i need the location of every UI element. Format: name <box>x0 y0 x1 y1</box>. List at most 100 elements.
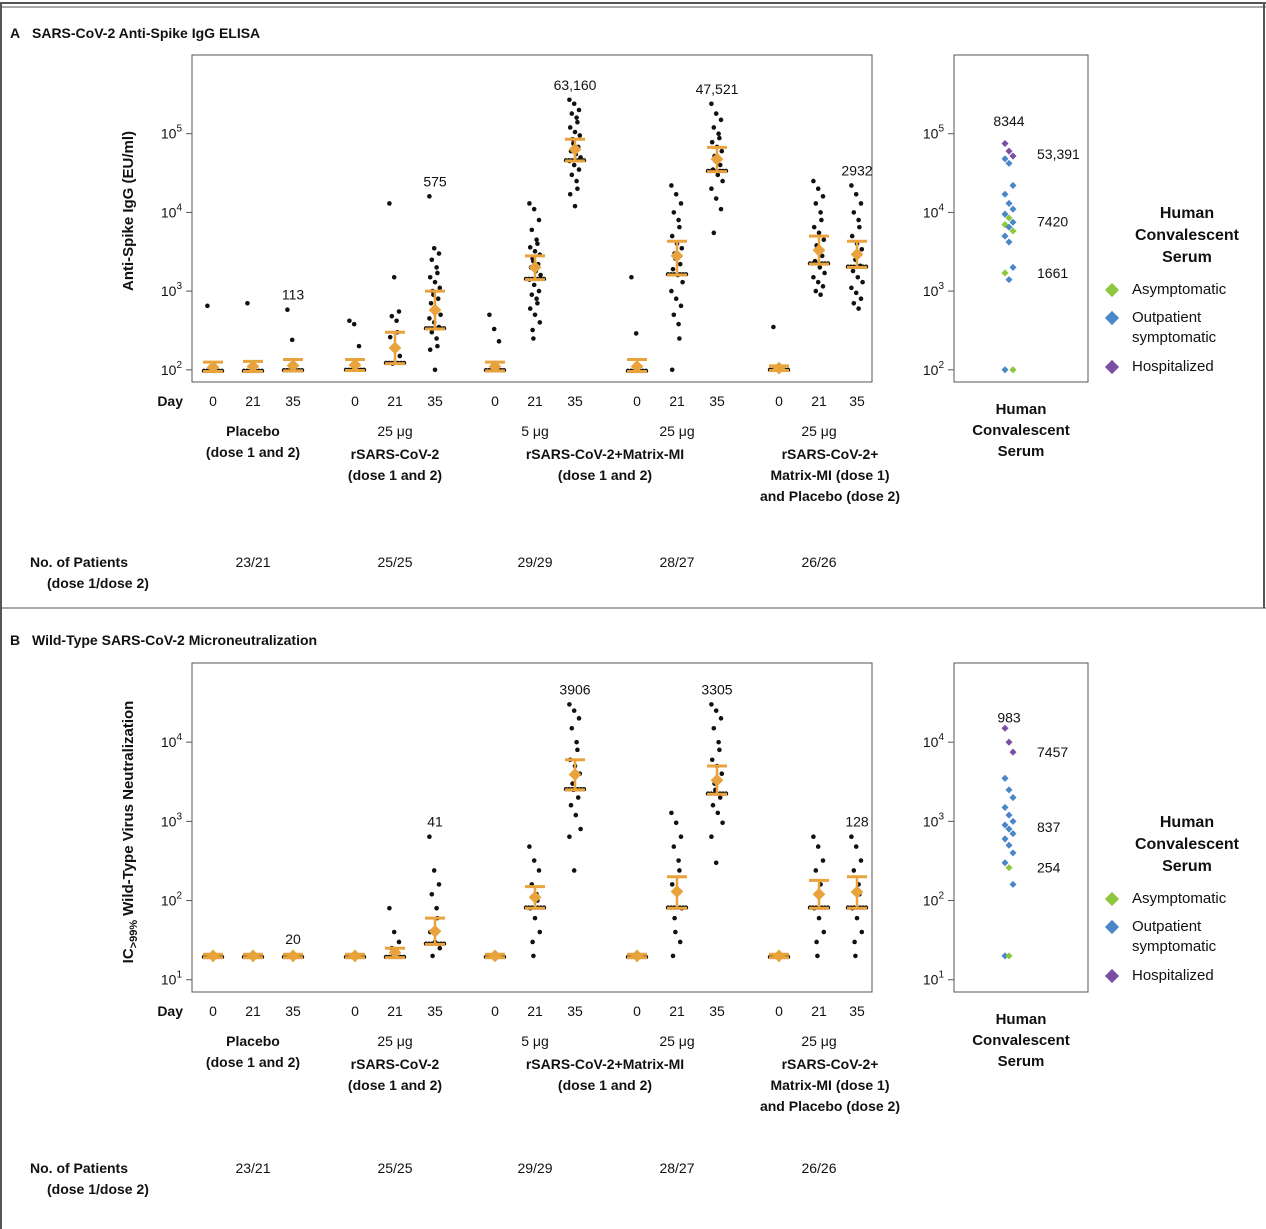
panel-b-title: Wild-Type SARS-CoV-2 Microneutralization <box>32 632 317 648</box>
data-point <box>575 747 580 753</box>
data-point <box>578 826 583 832</box>
convalescent-point <box>1009 748 1017 756</box>
data-point <box>850 268 856 274</box>
data-point <box>434 265 439 270</box>
data-point <box>673 296 679 302</box>
y-tick-label: 103 <box>923 281 945 299</box>
gmt-marker <box>428 303 442 317</box>
data-point <box>813 201 819 206</box>
gmt-marker <box>528 890 542 904</box>
data-point <box>822 270 827 276</box>
group-name: Placebo <box>226 423 280 439</box>
data-point <box>531 953 536 959</box>
convalescent-point <box>1001 859 1009 867</box>
convalescent-point <box>1009 263 1017 271</box>
day-tick-label: 21 <box>245 1003 261 1019</box>
data-point <box>717 747 722 753</box>
data-point <box>429 891 435 897</box>
convalescent-xlabel: Serum <box>998 443 1045 460</box>
data-point <box>811 834 816 840</box>
data-point <box>854 915 860 921</box>
tick-base: 10 <box>161 204 177 220</box>
data-point <box>427 194 432 199</box>
convalescent-point <box>1005 786 1013 794</box>
tick-exponent: 5 <box>176 124 182 135</box>
patients-label-sub: (dose 1/dose 2) <box>47 575 149 591</box>
data-point <box>849 285 854 291</box>
data-point <box>536 288 542 294</box>
data-point <box>669 882 675 887</box>
data-point <box>577 133 583 138</box>
day-tick-label: 35 <box>285 1003 301 1019</box>
y-tick-label: 102 <box>923 360 945 378</box>
data-point <box>811 178 816 184</box>
convalescent-point <box>1005 825 1013 833</box>
group-name: rSARS-CoV-2+ <box>782 446 879 462</box>
data-point <box>669 233 675 239</box>
gmt-marker <box>286 949 300 963</box>
gmt-marker <box>246 360 260 373</box>
data-point <box>532 915 538 921</box>
legend-marker <box>1104 919 1120 935</box>
data-point <box>718 716 724 721</box>
convalescent-point <box>1009 817 1017 825</box>
convalescent-point <box>1005 811 1013 819</box>
data-point <box>574 115 579 120</box>
legend-label: Hospitalized <box>1132 967 1214 984</box>
legend-title: Serum <box>1162 249 1212 266</box>
convalescent-point <box>1001 210 1009 218</box>
data-point <box>860 279 865 285</box>
data-point <box>574 739 579 745</box>
data-point <box>676 321 681 327</box>
legend-label: Asymptomatic <box>1132 890 1227 907</box>
data-point <box>811 274 816 280</box>
gmt-label: 20 <box>285 931 301 947</box>
data-point <box>427 347 433 353</box>
data-point <box>245 300 250 306</box>
day-tick-label: 21 <box>527 1003 543 1019</box>
convalescent-point <box>1005 238 1013 246</box>
day-tick-label: 0 <box>209 1003 217 1019</box>
data-point <box>811 224 817 230</box>
data-point <box>429 257 435 263</box>
data-point <box>859 246 865 252</box>
day-tick-label: 35 <box>709 393 725 409</box>
convalescent-point <box>1001 835 1009 843</box>
convalescent-label: 837 <box>1037 819 1061 835</box>
gmt-label: 41 <box>427 814 443 830</box>
data-point <box>677 939 683 945</box>
ylabel-main: Wild-Type Virus Neutralization <box>120 701 137 916</box>
data-point <box>677 868 682 873</box>
data-point <box>718 117 724 123</box>
day-tick-label: 0 <box>633 393 641 409</box>
data-point <box>427 274 433 280</box>
data-point <box>434 905 439 911</box>
day-tick-label: 0 <box>491 393 499 409</box>
group-name: (dose 1 and 2) <box>558 1077 652 1093</box>
gmt-marker <box>246 949 260 963</box>
group-name: rSARS-CoV-2+Matrix-MI <box>526 446 684 462</box>
day-tick-label: 21 <box>387 1003 403 1019</box>
data-point <box>669 288 674 294</box>
data-point <box>709 101 714 107</box>
data-point <box>576 716 582 721</box>
convalescent-label: 1661 <box>1037 265 1068 281</box>
data-point <box>853 191 859 197</box>
group-name: rSARS-CoV-2 <box>351 1056 440 1072</box>
tick-exponent: 3 <box>176 811 182 822</box>
tick-exponent: 4 <box>176 202 182 213</box>
day-tick-label: 35 <box>849 1003 865 1019</box>
dose-label: 25 μg <box>801 423 836 439</box>
data-point <box>818 210 823 215</box>
data-point <box>576 107 582 113</box>
legend-title: Human <box>1160 814 1214 831</box>
data-point <box>431 868 437 873</box>
data-point <box>857 224 862 230</box>
data-point <box>397 353 403 359</box>
data-point <box>432 279 438 285</box>
data-point <box>435 343 440 349</box>
data-point <box>670 953 676 959</box>
day-tick-label: 35 <box>709 1003 725 1019</box>
data-point <box>347 318 352 324</box>
